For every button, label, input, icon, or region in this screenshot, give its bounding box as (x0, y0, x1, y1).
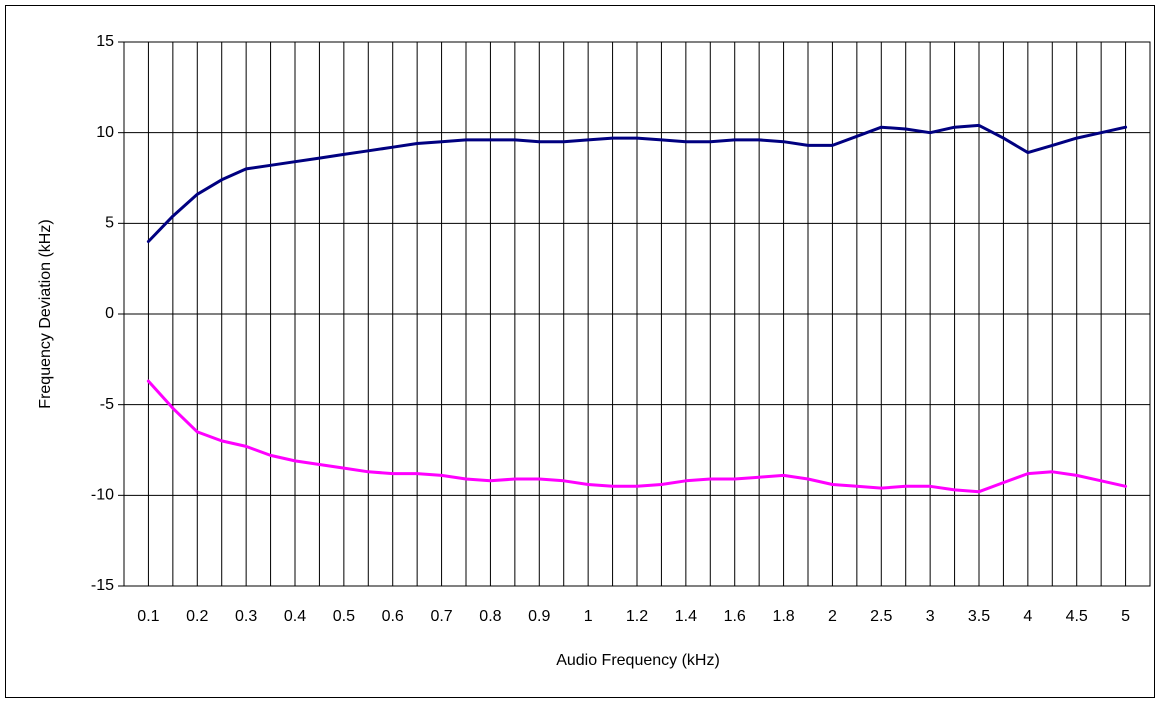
x-tick-label: 2.5 (870, 608, 892, 625)
x-tick-label: 5 (1121, 608, 1130, 625)
x-axis-label: Audio Frequency (kHz) (556, 652, 720, 669)
x-tick-label: 1.2 (626, 608, 648, 625)
x-tick-label: 0.3 (235, 608, 257, 625)
x-tick-label: 0.5 (333, 608, 355, 625)
x-tick-label: 0.8 (479, 608, 501, 625)
x-tick-label: 4 (1023, 608, 1032, 625)
x-tick-label: 1.4 (675, 608, 697, 625)
y-axis-label: Frequency Deviation (kHz) (37, 219, 54, 408)
y-tick-label: 0 (105, 305, 114, 322)
x-tick-label: 0.6 (382, 608, 404, 625)
y-tick-label: 10 (96, 124, 114, 141)
x-tick-label: 0.1 (137, 608, 159, 625)
x-tick-label: 4.5 (1066, 608, 1088, 625)
x-tick-label: 1.8 (772, 608, 794, 625)
y-tick-label: 5 (105, 215, 114, 232)
plot-border (123, 41, 1151, 587)
data-line (146, 123, 1128, 243)
x-tick-label: 0.7 (430, 608, 452, 625)
x-tick-label: 1.6 (724, 608, 746, 625)
x-tick-label: 2 (828, 608, 837, 625)
y-tick-label: 15 (96, 33, 114, 50)
y-tick-label: -10 (91, 487, 114, 504)
x-tick-label: 0.2 (186, 608, 208, 625)
y-tick-label: -5 (100, 396, 114, 413)
x-tick-label: 0.4 (284, 608, 306, 625)
x-tick-label: 0.9 (528, 608, 550, 625)
x-tick-label: 3.5 (968, 608, 990, 625)
chart-border (5, 5, 1155, 698)
y-tick-label: -15 (91, 577, 114, 594)
x-tick-label: 1 (584, 608, 593, 625)
x-tick-label: 3 (926, 608, 935, 625)
data-line (146, 379, 1128, 494)
